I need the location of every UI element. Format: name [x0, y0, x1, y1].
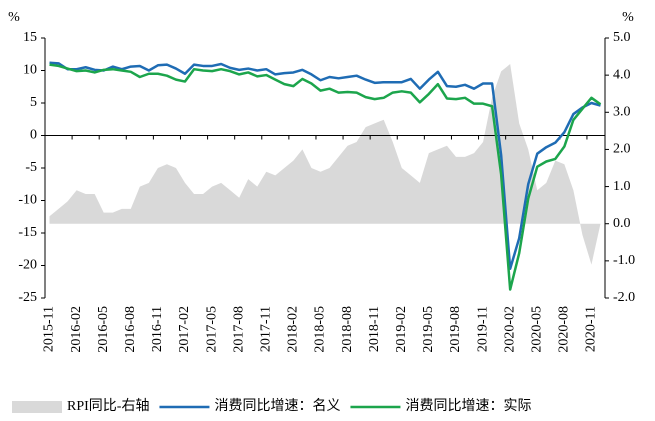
legend: RPI同比-右轴 消费同比增速：名义 消费同比增速：实际 [12, 398, 531, 414]
x-tick-label: 2016-08 [123, 306, 138, 353]
y-tick-label: 10 [23, 63, 37, 78]
legend-label: RPI同比-右轴 [67, 398, 149, 414]
y-unit: % [8, 10, 20, 25]
x-tick-label: 2017-11 [259, 306, 274, 352]
y-tick-label: 0 [30, 128, 37, 143]
x-tick-label: 2020-02 [502, 306, 517, 353]
y2-tick-label: 5.0 [613, 30, 631, 45]
y2-tick-label: 2.0 [613, 142, 631, 157]
y-tick-label: -5 [25, 160, 37, 175]
line [49, 63, 602, 291]
x-tick-label: 2018-08 [340, 306, 355, 353]
x-tick-label: 2020-11 [584, 306, 599, 352]
y2-tick-label: 1.0 [613, 179, 631, 194]
y-tick-label: -25 [18, 290, 37, 305]
y-tick-label: 15 [23, 30, 37, 45]
x-tick-label: 2020-08 [557, 306, 572, 353]
x-tick-label: 2020-05 [529, 306, 544, 353]
x-tick-label: 2018-05 [313, 306, 328, 353]
x-tick-label: 2018-02 [286, 306, 301, 353]
y2-unit: % [622, 10, 634, 25]
x-tick-label: 2016-02 [69, 306, 84, 353]
x-tick-label: 2019-02 [394, 306, 409, 353]
y-tick-label: 5 [30, 95, 37, 110]
x-tick-label: 2016-05 [96, 306, 111, 353]
axis-layer: -25 -20 -15 -10 -5 0 5 10 15 -2.0 -1.0 0.0 1.0 2.0 3.0… [18, 30, 635, 352]
x-tick-label: 2017-05 [204, 306, 219, 353]
y2-tick-label: -2.0 [613, 290, 635, 305]
x-tick-label: 2018-11 [367, 306, 382, 352]
legend-label: 消费同比增速：实际 [405, 398, 531, 414]
x-tick-label: 2019-11 [475, 306, 490, 352]
x-tick-label: 2017-08 [231, 306, 246, 353]
x-tick-label: 2019-05 [421, 306, 436, 353]
legend-label: 消费同比增速：名义 [214, 398, 340, 414]
line [49, 61, 601, 270]
x-tick-label: 2017-02 [177, 306, 192, 353]
y2-tick-label: -1.0 [613, 253, 635, 268]
area-layer [49, 64, 601, 265]
y-tick-label: -20 [18, 258, 37, 273]
y-tick-label: -10 [18, 193, 37, 208]
y2-tick-label: 4.0 [613, 67, 631, 82]
y2-tick-label: 3.0 [613, 105, 631, 120]
line-layer [49, 61, 602, 291]
y-tick-label: -15 [18, 225, 37, 240]
x-tick-label: 2016-11 [150, 306, 165, 352]
y2-tick-label: 0.0 [613, 216, 631, 231]
area [49, 64, 601, 265]
x-tick-label: 2019-08 [448, 306, 463, 353]
legend-swatch [12, 401, 62, 413]
x-tick-label: 2015-11 [42, 306, 57, 352]
